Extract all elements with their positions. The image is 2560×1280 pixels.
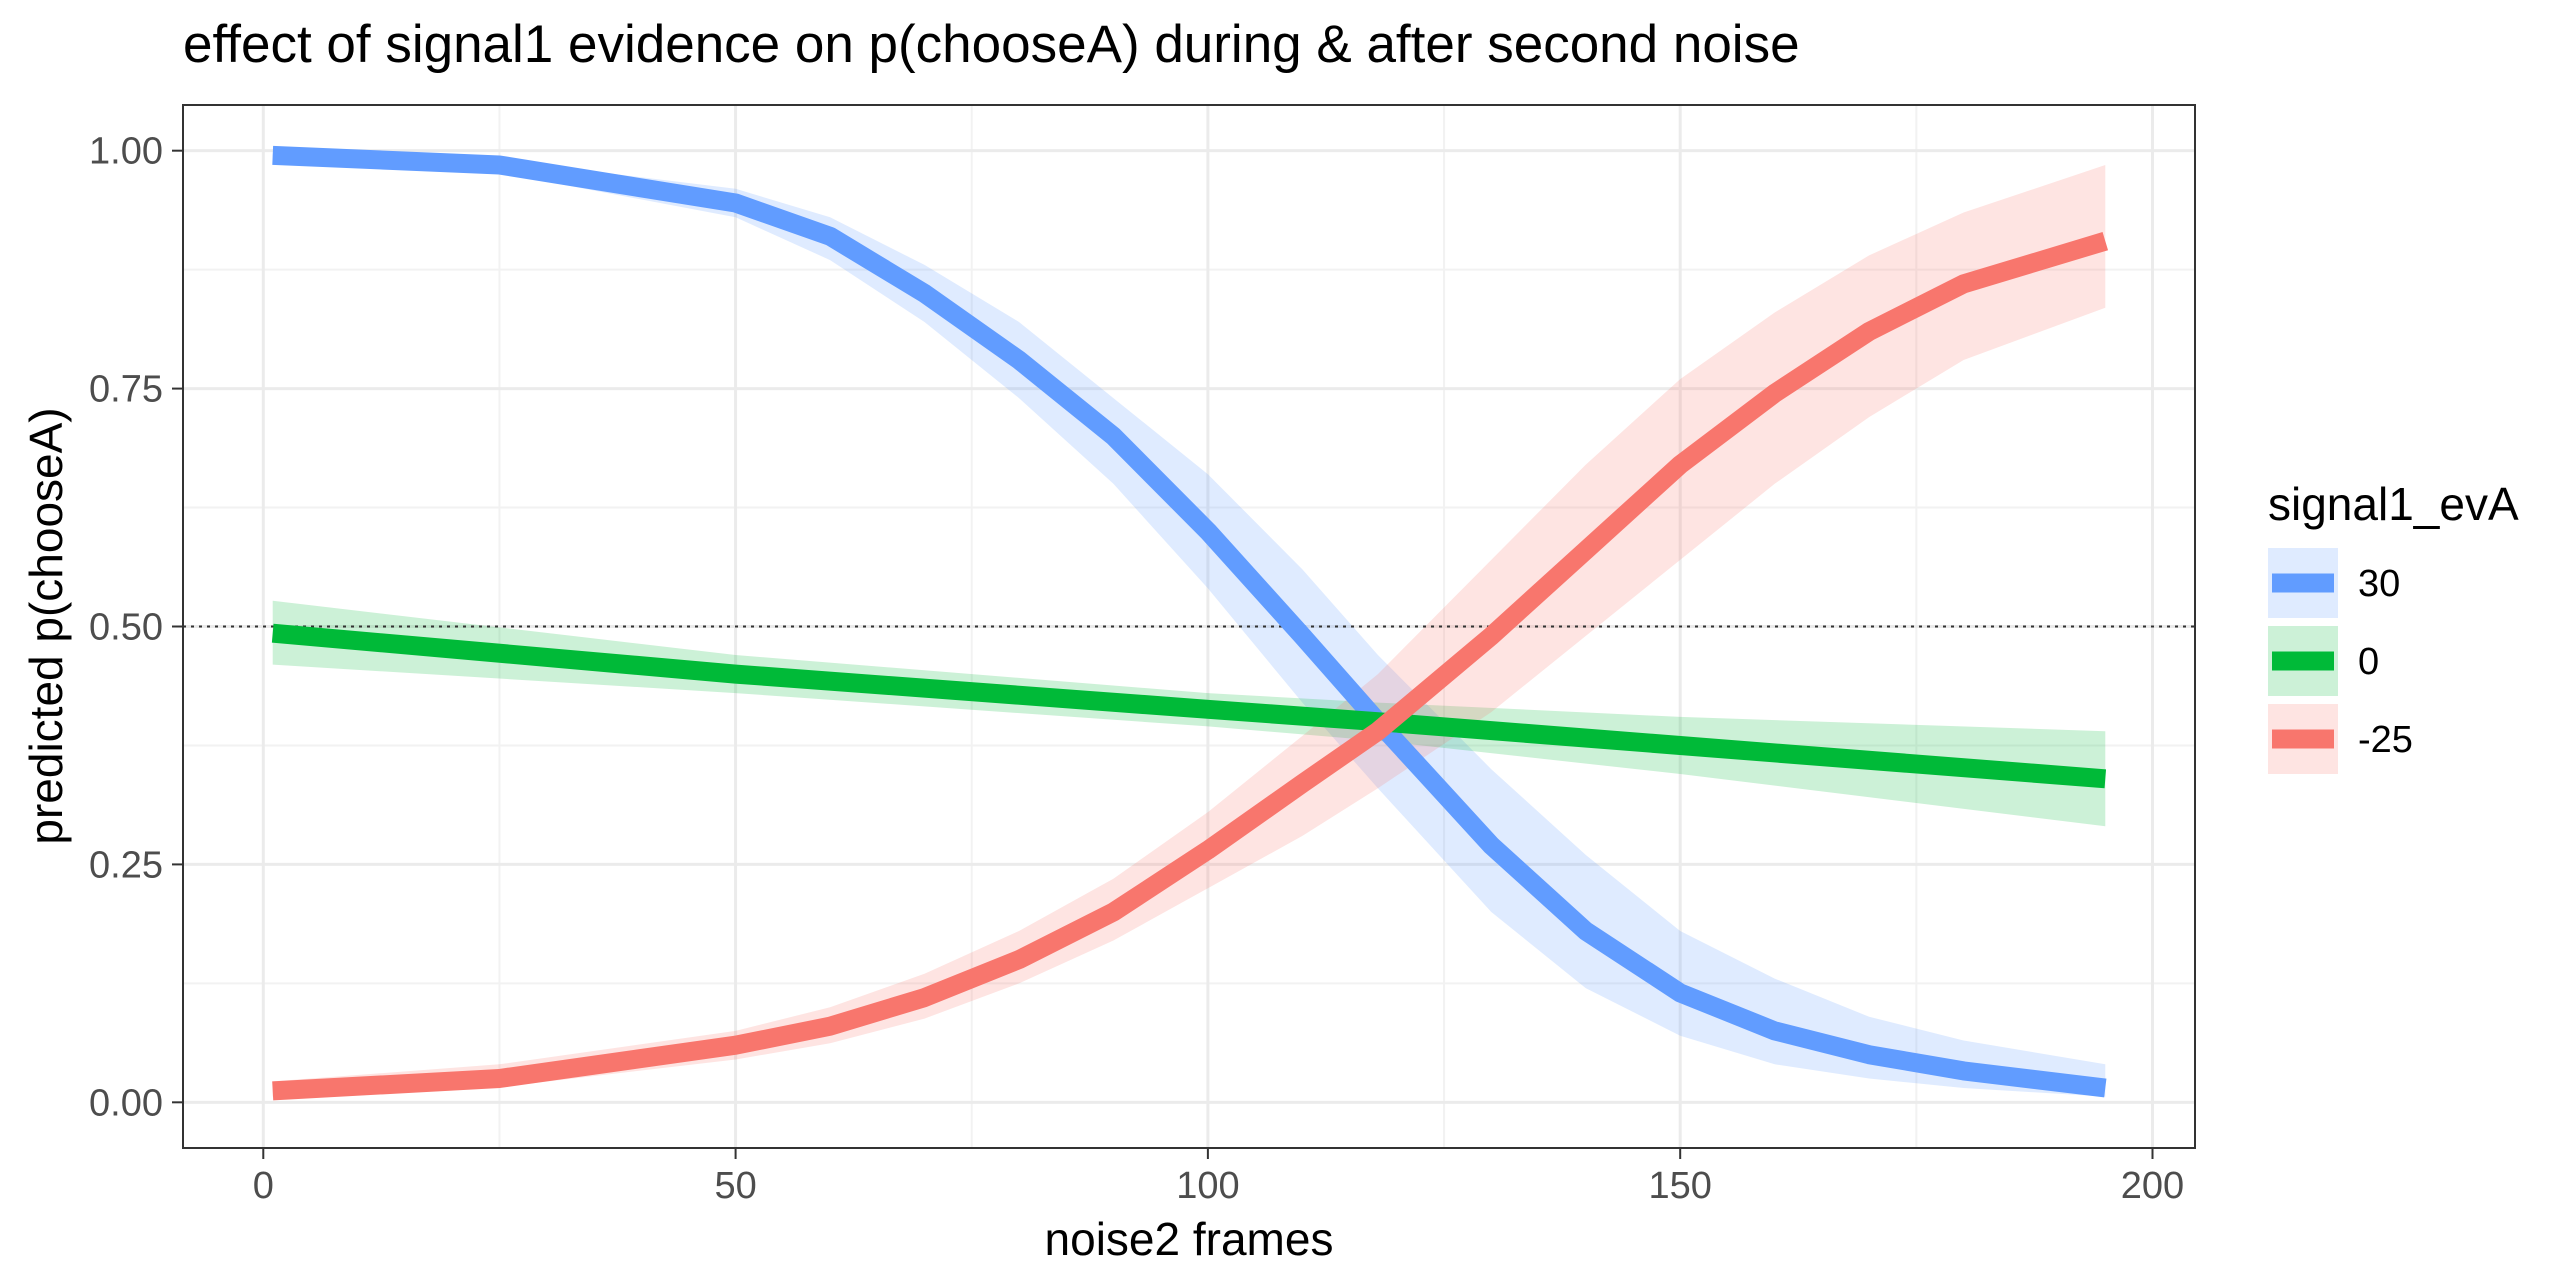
legend-title: signal1_evA [2268,478,2519,530]
legend-keys: 30 0 -25 [2268,548,2413,774]
legend-item-0: 0 [2268,626,2379,696]
line-series-30 [272,145,2107,1098]
y-tick-label: 0.50 [89,607,163,649]
x-tick-label: 100 [1176,1165,1239,1207]
ribbon-series--25 [272,165,2106,1097]
x-tick-label: 200 [2121,1165,2184,1207]
legend-label: -25 [2358,719,2413,761]
x-tick-label: 50 [714,1165,756,1207]
y-tick-label: 1.00 [89,131,163,173]
legend: signal1_evA 30 0 -25 [2268,478,2519,774]
y-tick-label: 0.00 [89,1082,163,1124]
legend-label: 30 [2358,563,2400,605]
y-tick-label: 0.75 [89,369,163,411]
legend-label: 0 [2358,641,2379,683]
y-axis: 0.00 0.25 0.50 0.75 1.00 [89,131,183,1124]
y-tick-label: 0.25 [89,844,163,886]
legend-item--25: -25 [2268,704,2413,774]
y-axis-title: predicted p(chooseA) [20,407,72,844]
line-series--25 [272,232,2109,1101]
line-series-0 [271,623,2107,789]
legend-item-30: 30 [2268,548,2400,618]
chart-title: effect of signal1 evidence on p(chooseA)… [183,15,1800,74]
x-tick-label: 0 [253,1165,274,1207]
x-axis: 0 50 100 150 200 [253,1148,2184,1207]
x-tick-label: 150 [1648,1165,1711,1207]
x-axis-title: noise2 frames [1045,1213,1334,1265]
plot-panel [182,104,2196,1149]
series-lines [271,145,2109,1101]
